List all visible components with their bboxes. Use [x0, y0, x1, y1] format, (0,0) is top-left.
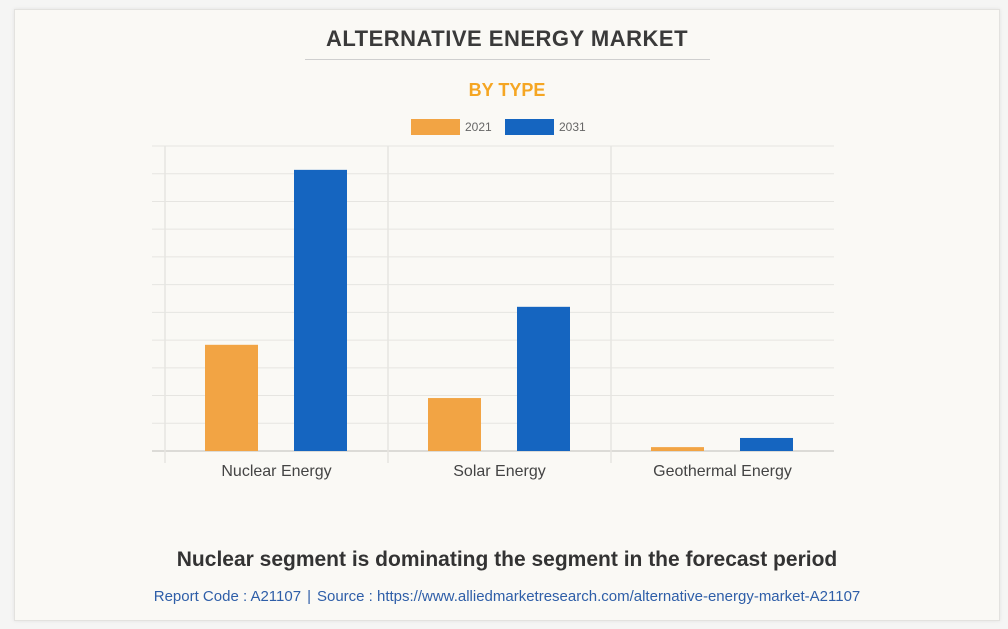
bar-2021-solar-energy: [428, 398, 481, 451]
chart-subtitle: BY TYPE: [468, 80, 546, 100]
chart-title: ALTERNATIVE ENERGY MARKET: [325, 26, 689, 51]
grid: [152, 145, 834, 463]
chart-caption: Nuclear segment is dominating the segmen…: [176, 548, 838, 571]
source-link[interactable]: Source : https://www.alliedmarketresearc…: [316, 588, 861, 605]
x-axis-labels: Nuclear Energy Solar Energy Geothermal Ene…: [221, 463, 792, 480]
legend-swatch-2031: [505, 119, 554, 135]
x-tick-label: Solar Energy: [453, 463, 546, 480]
x-tick-label: Nuclear Energy: [221, 463, 331, 480]
bar-2031-nuclear-energy: [294, 169, 347, 451]
legend: 2021 2031: [411, 119, 586, 135]
bar-2021-nuclear-energy: [205, 344, 258, 451]
chart-card: ALTERNATIVE ENERGY MARKET BY TYPE Nuclea…: [14, 9, 1000, 621]
bar-2031-geothermal-energy: [740, 437, 793, 451]
source-separator: |: [307, 588, 311, 605]
x-tick-label: Geothermal Energy: [653, 463, 792, 480]
title-divider: [305, 59, 710, 60]
bar-2021-geothermal-energy: [651, 447, 704, 451]
report-code: Report Code : A21107: [153, 588, 302, 605]
legend-label-2021: 2021: [465, 120, 492, 134]
bar-2031-solar-energy: [517, 306, 570, 451]
legend-label-2031: 2031: [559, 120, 586, 134]
bars: [205, 169, 793, 451]
source-line: Report Code : A21107 | Source : https://ww…: [15, 588, 999, 605]
legend-swatch-2021: [411, 119, 460, 135]
